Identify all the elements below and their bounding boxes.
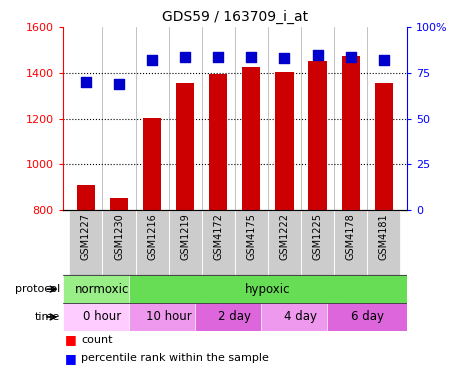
Bar	[275, 72, 293, 210]
Text: 6 day: 6 day	[351, 310, 384, 324]
Point	[314, 52, 321, 58]
Text: GSM1222: GSM1222	[279, 213, 289, 260]
Bar	[327, 303, 407, 331]
Bar	[268, 210, 301, 275]
Bar	[110, 198, 128, 210]
Bar	[63, 303, 142, 331]
Text: percentile rank within the sample: percentile rank within the sample	[81, 353, 269, 363]
Text: hypoxic: hypoxic	[245, 283, 291, 296]
Text: GSM4178: GSM4178	[345, 213, 356, 260]
Bar	[77, 185, 95, 210]
Bar	[136, 210, 169, 275]
Bar	[143, 117, 161, 210]
Text: GSM1225: GSM1225	[312, 213, 323, 260]
Bar	[202, 210, 235, 275]
Text: 2 day: 2 day	[219, 310, 251, 324]
Text: GSM4175: GSM4175	[246, 213, 256, 260]
Text: GSM1230: GSM1230	[114, 213, 124, 260]
Text: GSM1219: GSM1219	[180, 213, 190, 260]
Text: protocol: protocol	[15, 284, 60, 294]
Text: GSM4172: GSM4172	[213, 213, 223, 260]
Bar	[195, 303, 274, 331]
Bar	[176, 83, 194, 210]
Text: time: time	[35, 312, 60, 322]
Bar	[169, 210, 202, 275]
Title: GDS59 / 163709_i_at: GDS59 / 163709_i_at	[162, 10, 308, 24]
Bar	[334, 210, 367, 275]
Text: GSM1227: GSM1227	[81, 213, 91, 260]
Text: ■: ■	[65, 333, 77, 347]
Bar	[235, 210, 268, 275]
Text: normoxic: normoxic	[75, 283, 130, 296]
Bar	[308, 60, 326, 210]
Text: 10 hour: 10 hour	[146, 310, 192, 324]
Point	[347, 54, 354, 60]
Point	[115, 81, 123, 87]
Bar	[69, 210, 102, 275]
Text: GSM4181: GSM4181	[379, 213, 389, 260]
Point	[281, 56, 288, 61]
Text: ■: ■	[65, 352, 77, 365]
Point	[214, 54, 222, 60]
Point	[181, 54, 189, 60]
Bar	[341, 56, 360, 210]
Bar	[367, 210, 400, 275]
Bar	[63, 275, 142, 303]
Bar	[242, 67, 260, 210]
Text: GSM1216: GSM1216	[147, 213, 157, 260]
Bar	[129, 275, 407, 303]
Text: 4 day: 4 day	[285, 310, 318, 324]
Point	[248, 54, 255, 60]
Text: 0 hour: 0 hour	[83, 310, 122, 324]
Point	[380, 57, 387, 63]
Bar	[261, 303, 341, 331]
Point	[148, 57, 156, 63]
Text: count: count	[81, 335, 113, 345]
Bar	[129, 303, 208, 331]
Bar	[102, 210, 136, 275]
Bar	[301, 210, 334, 275]
Point	[82, 79, 90, 85]
Bar	[209, 74, 227, 210]
Bar	[375, 83, 393, 210]
